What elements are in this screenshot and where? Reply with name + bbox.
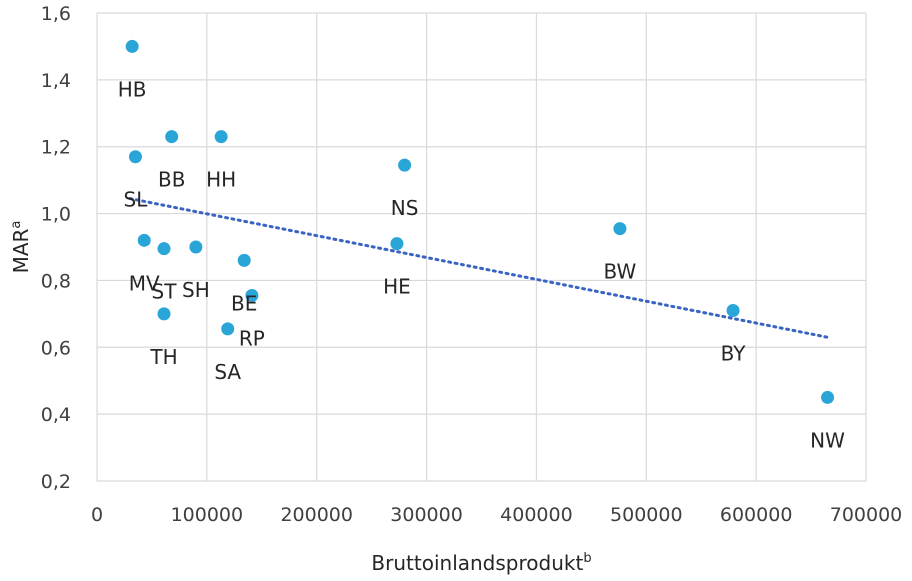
x-tick-labels: 0 100000 200000 300000 400000 500000 600000 700… — [91, 504, 902, 526]
point-label-sa: SA — [214, 360, 241, 384]
y-axis-title-superscript: a — [9, 221, 24, 229]
point-label-nw: NW — [810, 428, 845, 452]
trendline-line — [128, 197, 830, 339]
data-point-sl — [128, 150, 142, 164]
point-label-st: ST — [152, 280, 178, 304]
y-tick-label: 1,4 — [41, 70, 71, 92]
point-label-be: BE — [231, 291, 257, 315]
y-tick-labels: 0,2 0,4 0,6 0,8 1,0 1,2 1,4 1,6 — [41, 3, 71, 493]
point-label-sh: SH — [182, 278, 210, 302]
data-point-ns — [398, 158, 412, 172]
y-tick-label: 0,4 — [41, 404, 71, 426]
point-label-bw: BW — [604, 260, 637, 284]
data-point-rp — [245, 288, 259, 302]
y-tick-label: 1,0 — [41, 204, 71, 226]
point-label-mv: MV — [129, 271, 160, 295]
point-label-ns: NS — [391, 196, 419, 220]
data-points — [125, 39, 835, 404]
x-tick-label: 500000 — [610, 504, 683, 526]
point-label-by: BY — [721, 342, 747, 366]
x-tick-label: 300000 — [390, 504, 463, 526]
point-label-sl: SL — [124, 188, 149, 212]
x-axis-title: Bruttoinlandsproduktb — [371, 551, 591, 575]
point-label-he: HE — [383, 275, 411, 299]
data-point-sh — [189, 240, 203, 254]
y-tick-label: 1,2 — [41, 137, 71, 159]
y-axis-title-text: MAR — [9, 228, 33, 273]
data-point-hb — [125, 39, 139, 53]
x-tick-label: 400000 — [500, 504, 573, 526]
x-tick-label: 0 — [91, 504, 103, 526]
data-point-by — [726, 304, 740, 318]
y-axis-title: MARa — [9, 221, 33, 274]
grid — [96, 12, 867, 482]
x-axis-title-text: Bruttoinlandsprodukt — [371, 551, 583, 575]
x-tick-label: 100000 — [171, 504, 244, 526]
data-point-bb — [165, 130, 179, 144]
x-tick-label: 700000 — [830, 504, 903, 526]
trendline — [128, 197, 830, 339]
y-tick-label: 0,2 — [41, 471, 71, 493]
x-tick-label: 200000 — [280, 504, 353, 526]
y-tick-label: 0,6 — [41, 337, 71, 359]
y-tick-label: 0,8 — [41, 270, 71, 292]
point-label-bb: BB — [158, 168, 185, 192]
data-point-mv — [137, 233, 151, 247]
x-axis-title-superscript: b — [583, 551, 591, 566]
point-label-hh: HH — [206, 168, 236, 192]
point-label-hb: HB — [118, 77, 147, 101]
data-point-bw — [613, 222, 627, 236]
data-point-th — [157, 307, 171, 321]
data-point-nw — [821, 390, 835, 404]
data-point-he — [390, 237, 404, 251]
data-point-sa — [221, 322, 235, 336]
point-label-th: TH — [149, 345, 177, 369]
x-tick-label: 600000 — [720, 504, 793, 526]
data-point-be — [237, 253, 251, 267]
y-tick-label: 1,6 — [41, 3, 71, 25]
data-point-st — [157, 242, 171, 256]
data-point-hh — [214, 130, 228, 144]
point-label-rp: RP — [239, 326, 265, 350]
